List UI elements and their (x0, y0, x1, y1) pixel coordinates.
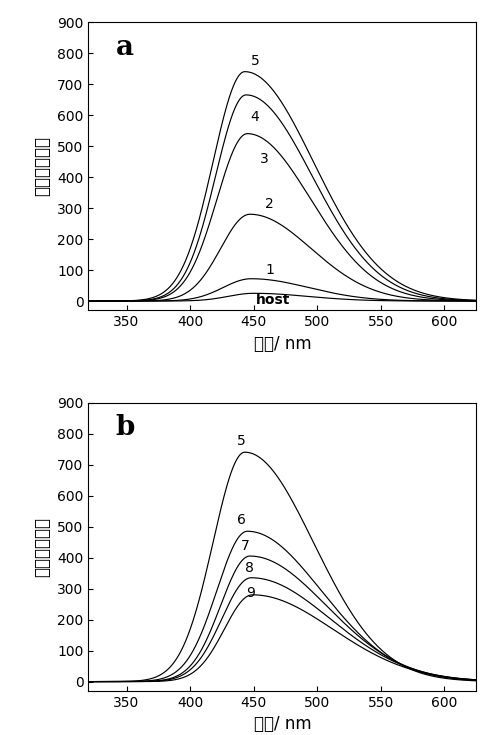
Text: 9: 9 (246, 586, 255, 600)
Y-axis label: 光致发光强度: 光致发光强度 (33, 517, 52, 577)
Y-axis label: 光致发光强度: 光致发光强度 (33, 136, 52, 196)
Text: 4: 4 (250, 110, 259, 124)
Text: 5: 5 (251, 54, 260, 68)
X-axis label: 波长/ nm: 波长/ nm (253, 715, 311, 734)
Text: 6: 6 (237, 513, 246, 527)
Text: 8: 8 (245, 562, 254, 576)
Text: b: b (115, 414, 135, 441)
X-axis label: 波长/ nm: 波长/ nm (253, 334, 311, 353)
Text: 1: 1 (265, 263, 274, 277)
Text: 5: 5 (237, 434, 246, 448)
Text: host: host (256, 293, 291, 307)
Text: 3: 3 (260, 152, 269, 166)
Text: 7: 7 (241, 539, 250, 553)
Text: 2: 2 (265, 197, 274, 211)
Text: a: a (115, 34, 134, 60)
